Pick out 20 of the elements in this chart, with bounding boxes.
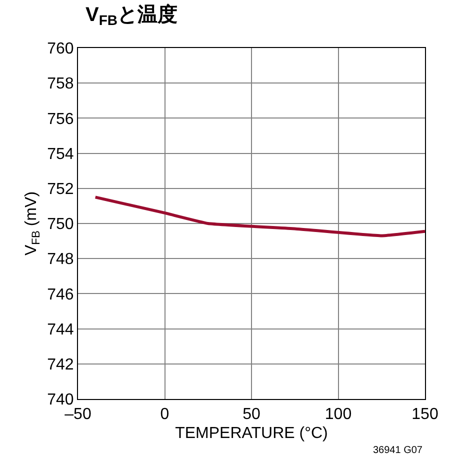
y-tick-label: 750: [47, 216, 74, 234]
y-tick-label: 756: [47, 110, 74, 128]
y-tick-label: 744: [47, 321, 74, 338]
y-tick-label: 742: [47, 356, 74, 374]
y-tick-label: 754: [47, 146, 74, 163]
y-tick-label: 758: [47, 76, 74, 93]
y-tick-label: 760: [47, 40, 74, 58]
chart-title: V$_{FB}$と温度: [86, 2, 178, 28]
x-tick-label: 100: [324, 406, 352, 424]
x-tick-label: 0: [160, 406, 170, 424]
y-tick-label: 746: [47, 286, 74, 304]
text: 36941 G07: [373, 445, 423, 456]
y-tick-label: 748: [47, 251, 74, 268]
x-tick-label: 150: [412, 406, 438, 424]
y-tick-label: 752: [47, 181, 74, 198]
y-tick-label: 740: [47, 392, 74, 409]
x-axis-title: TEMPERATURE (°C): [175, 424, 328, 442]
x-tick-label: –50: [64, 406, 92, 424]
x-tick-label: 50: [242, 406, 260, 424]
line-series: [94, 196, 425, 238]
